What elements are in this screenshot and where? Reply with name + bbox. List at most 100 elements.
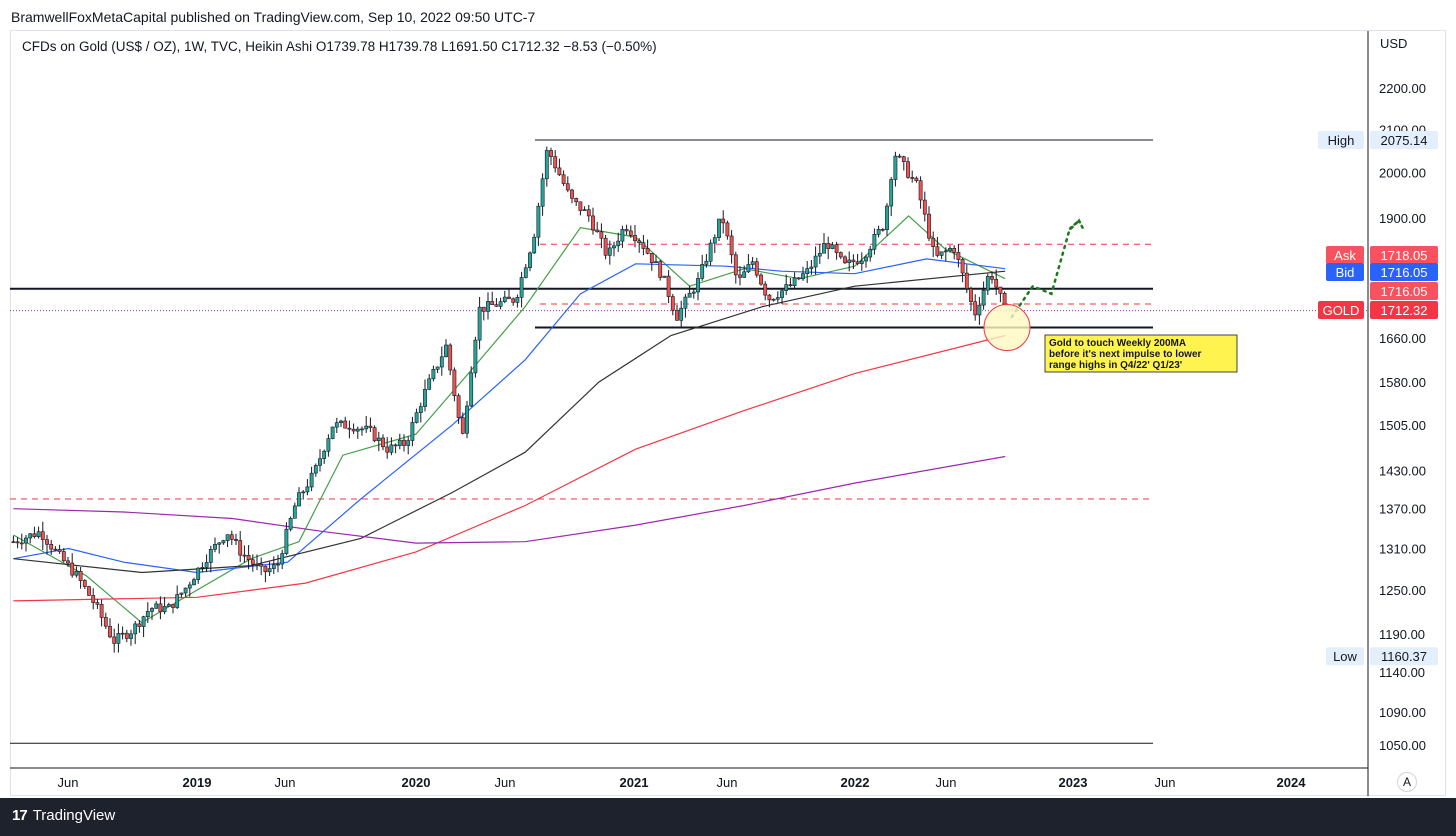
candle-body [964,272,969,289]
candle-body [729,235,734,256]
candle-body [129,633,133,639]
candle-body [738,274,742,278]
candle-body [435,366,440,370]
candle-body [561,174,566,184]
candle-body [339,420,343,424]
price-tick-label: 1190.00 [1379,627,1425,642]
candle-body [796,277,801,280]
candle-body [973,301,978,316]
tradingview-logo-text: TradingView [32,807,116,824]
candle-body [78,570,83,581]
candle-body [612,245,616,249]
price-tick-label: 1090.00 [1379,705,1426,720]
candle-body [645,248,650,254]
candle-body [885,205,889,231]
price-tick-label: 1580.00 [1379,375,1426,390]
candle-body [998,286,1003,294]
candle-body [393,444,398,447]
ma-line-blue [13,258,1006,574]
candle-body [960,259,965,274]
candle-body [922,199,927,215]
candles [11,146,1007,653]
candle-body [977,304,982,316]
candle-body [448,344,453,371]
candle-body [444,344,448,358]
candle-body [74,570,79,576]
horizontal-levels [10,139,1368,744]
candle-body [137,623,142,627]
candle-body [87,586,91,596]
candle-body [532,236,537,254]
candle-body [801,273,805,280]
candle-body [204,562,209,568]
candle-body [406,440,411,446]
time-tick-label: Jun [717,775,738,790]
candle-body [565,183,570,191]
ma-line-black [13,270,1006,574]
price-tag-label-bg [1318,130,1364,149]
price-tick-label: 1310.00 [1379,542,1426,557]
candle-body [603,237,608,256]
tradingview-logo[interactable]: 17 TradingView [12,807,115,824]
candle-body [284,528,289,554]
candle-body [746,264,751,273]
publisher-info: BramwellFoxMetaCapital published on Trad… [11,9,536,25]
candle-body [574,198,579,203]
candle-body [872,234,877,250]
ma-line-purple [13,455,1006,544]
time-tick-label: 2022 [841,775,870,790]
candle-body [91,595,96,603]
candle-body [721,218,726,224]
auto-scale-button[interactable]: A [1397,772,1417,792]
time-tick-label: Jun [58,775,79,790]
price-tick-label: 2000.00 [1379,166,1426,181]
candle-body [364,425,369,430]
candle-body [759,274,763,285]
candle-body [628,230,633,236]
candle-body [372,427,377,442]
tradingview-logo-icon: 17 [12,807,28,824]
time-tick-label: 2019 [183,775,212,790]
price-tick-label: 1430.00 [1379,464,1426,479]
candle-body [591,215,595,231]
candle-body [914,177,919,182]
time-axis: Jun 2019 Jun 2020 Jun 2021 Jun 2022 Jun 2023 Jun 20… [58,775,1307,790]
candle-body [61,551,66,562]
price-tick-label: 1370.00 [1379,502,1426,517]
candle-body [994,278,999,288]
price-tag-label-bg [1326,246,1364,264]
candle-body [246,554,251,560]
candle-body [494,304,499,307]
price-tag-label-bg [1326,647,1364,666]
time-tick-label: 2021 [620,775,649,790]
projection-line [1010,219,1081,319]
candle-body [780,290,784,298]
candle-body [792,277,797,286]
price-tick-label: 1250.00 [1379,583,1426,598]
candle-body [696,278,700,293]
projection-path [983,218,1086,351]
candle-body [649,253,654,264]
price-tag-value-bg [1370,246,1438,264]
candle-body [830,244,835,249]
candle-body [154,603,159,609]
target-circle [983,304,1031,351]
candle-body [196,567,201,580]
candle-body [250,559,255,565]
candle-body [229,534,234,540]
candle-body [120,632,125,635]
candle-body [981,289,986,306]
candle-body [826,243,831,249]
candle-body [309,472,314,488]
price-tag-label: High [1328,133,1355,148]
candle-body [355,428,360,432]
candle-body [410,422,415,441]
candle-body [486,301,490,312]
candle-body [838,252,843,258]
candle-body [418,406,423,414]
candle-body [578,201,583,211]
candle-body [53,548,58,551]
candle-body [733,254,738,276]
